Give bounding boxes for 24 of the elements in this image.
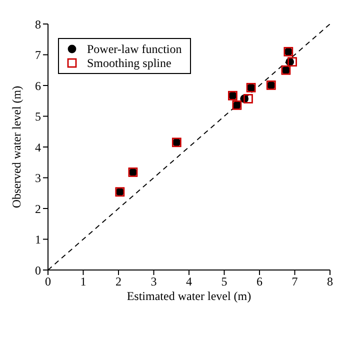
y-tick-label: 1 bbox=[35, 232, 41, 247]
y-tick-label: 2 bbox=[35, 202, 41, 216]
x-tick-label: 6 bbox=[256, 274, 262, 289]
y-axis-title: Observed water level (m) bbox=[9, 86, 24, 208]
x-tick-label: 7 bbox=[292, 274, 298, 289]
y-tick-label: 8 bbox=[35, 17, 41, 32]
y-tick-label: 4 bbox=[35, 140, 41, 154]
x-tick-label: 2 bbox=[116, 274, 122, 289]
y-tick-label: 7 bbox=[35, 48, 41, 62]
y-tick-label: 0 bbox=[35, 263, 41, 278]
x-tick-label: 1 bbox=[80, 274, 86, 289]
x-tick-label: 5 bbox=[221, 274, 228, 289]
y-tick-label: 6 bbox=[35, 78, 41, 93]
x-axis-title: Estimated water level (m) bbox=[126, 289, 252, 303]
x-tick-label: 3 bbox=[150, 274, 157, 289]
y-tick-label: 3 bbox=[35, 171, 41, 186]
y-tick-label: 5 bbox=[35, 110, 41, 124]
legend-label: Smoothing spline bbox=[87, 56, 172, 70]
x-tick-label: 0 bbox=[45, 274, 51, 289]
x-tick-label: 4 bbox=[186, 274, 192, 289]
point bbox=[244, 94, 253, 104]
legend-label: Power-law function bbox=[87, 42, 182, 56]
point bbox=[288, 57, 297, 67]
x-tick-label: 8 bbox=[327, 274, 333, 289]
